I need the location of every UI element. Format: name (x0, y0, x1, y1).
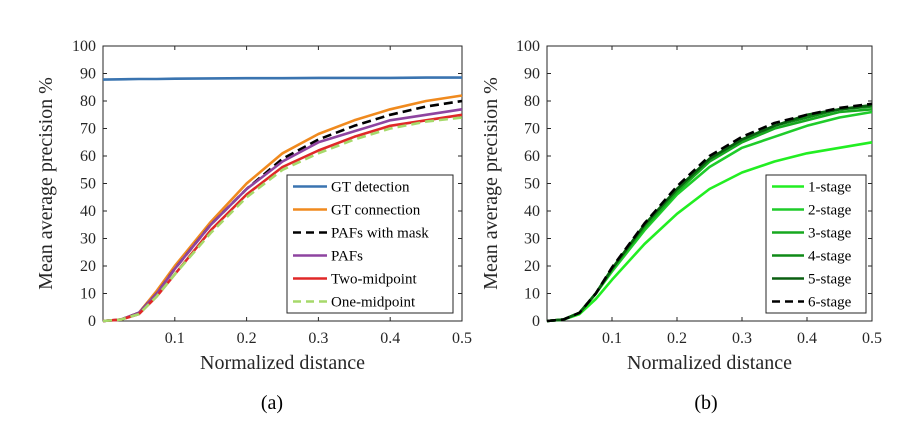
y-tick-label: 30 (80, 231, 96, 248)
y-tick-label: 10 (524, 286, 540, 303)
x-tick-label: 0.4 (380, 330, 400, 347)
legend-entry: GT detection (331, 180, 410, 196)
y-tick-label: 90 (524, 66, 540, 83)
panel-label-a: (a) (261, 392, 283, 414)
y-tick-label: 50 (524, 176, 540, 193)
x-tick-label: 0.2 (667, 330, 687, 347)
y-tick-label: 10 (80, 286, 96, 303)
x-axis-label: Normalized distance (627, 352, 792, 374)
x-tick-label: 0.2 (237, 330, 257, 347)
x-axis-label: Normalized distance (200, 352, 365, 374)
y-tick-label: 60 (80, 148, 96, 165)
legend-entry: GT connection (331, 203, 421, 219)
y-tick-label: 20 (80, 258, 96, 275)
legend-box (765, 174, 867, 314)
chart-panel-b: 0 10 20 30 40 50 60 70 80 90 100 0.1 0.2 0.3 0.4 0.5 Nor… (480, 38, 882, 374)
y-axis-label: Mean average precision % (480, 77, 502, 290)
legend-entry: Two-midpoint (331, 272, 417, 288)
x-tick-label: 0.3 (308, 330, 328, 347)
series-line-6-stage (546, 102, 873, 323)
legend: 1-stage 2-stage 3-stage 4-stage 5-stage 6-sta… (765, 174, 867, 314)
y-tick-label: 20 (524, 258, 540, 275)
legend-entry: 4-stage (808, 249, 852, 265)
x-tick-label: 0.1 (165, 330, 185, 347)
legend-entry: 2-stage (808, 203, 852, 219)
x-tick-label: 0.4 (797, 330, 817, 347)
y-tick-label: 100 (72, 38, 96, 55)
legend-entry: 1-stage (808, 180, 852, 196)
y-axis-label: Mean average precision % (35, 77, 57, 290)
y-tick-label: 30 (524, 231, 540, 248)
series-line-gt-detection (102, 76, 462, 81)
y-tick-label: 70 (524, 121, 540, 138)
legend-entry: One-midpoint (331, 295, 416, 311)
chart-panel-a: 0 10 20 30 40 50 60 70 80 90 100 0.1 0.2 0.3 0.4 0.5 Nor… (35, 38, 472, 374)
y-tick-label: 40 (524, 203, 540, 220)
legend-entry: PAFs with mask (331, 226, 429, 242)
y-tick-label: 80 (524, 93, 540, 110)
y-tick-label: 100 (516, 38, 540, 55)
x-tick-label: 0.5 (452, 330, 472, 347)
legend-entry: 5-stage (808, 272, 852, 288)
x-tick-label: 0.5 (862, 330, 882, 347)
legend-entry: 6-stage (808, 295, 852, 311)
panel-label-b: (b) (694, 392, 717, 414)
legend: GT detection GT connection PAFs with mask P… (286, 174, 454, 314)
y-tick-label: 90 (80, 66, 96, 83)
y-tick-label: 80 (80, 93, 96, 110)
x-tick-label: 0.3 (732, 330, 752, 347)
y-tick-label: 40 (80, 203, 96, 220)
legend-box (286, 174, 454, 314)
y-tick-label: 50 (80, 176, 96, 193)
y-tick-label: 0 (532, 313, 540, 330)
legend-entry: 3-stage (808, 226, 852, 242)
y-tick-label: 70 (80, 121, 96, 138)
legend-entry: PAFs (331, 249, 363, 265)
x-tick-label: 0.1 (602, 330, 622, 347)
series-line-one-midpoint (102, 116, 463, 323)
y-tick-label: 0 (88, 313, 96, 330)
y-tick-label: 60 (524, 148, 540, 165)
